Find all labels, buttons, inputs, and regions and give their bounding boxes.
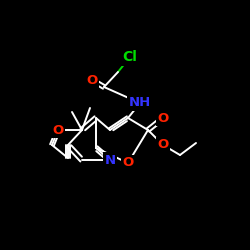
Text: O: O	[52, 124, 64, 136]
Text: NH: NH	[129, 96, 151, 110]
Text: O: O	[158, 112, 168, 124]
Text: O: O	[86, 74, 98, 86]
Text: O: O	[122, 156, 134, 170]
Text: O: O	[158, 138, 168, 151]
Text: Cl: Cl	[122, 50, 138, 64]
Text: N: N	[104, 154, 116, 166]
